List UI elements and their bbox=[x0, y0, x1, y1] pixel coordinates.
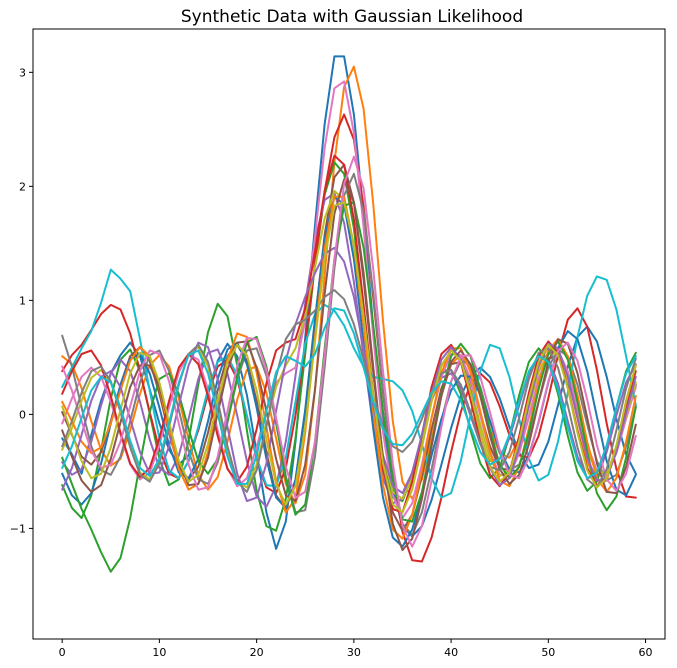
series-line-19 bbox=[61, 201, 637, 514]
y-tick-label: −1 bbox=[10, 522, 26, 535]
series-line-1 bbox=[61, 55, 637, 550]
series-line-10 bbox=[61, 268, 637, 499]
series-line-20 bbox=[61, 307, 637, 485]
series-line-14 bbox=[61, 154, 637, 514]
series-line-7 bbox=[61, 80, 637, 520]
series-line-18 bbox=[61, 289, 637, 493]
y-axis: −1 0 1 2 3 bbox=[10, 66, 33, 535]
y-tick-label: 3 bbox=[19, 66, 26, 79]
series-layer bbox=[61, 55, 637, 573]
x-tick-label: 40 bbox=[444, 646, 458, 659]
x-tick-label: 10 bbox=[152, 646, 166, 659]
y-tick-label: 1 bbox=[19, 294, 26, 307]
series-line-15 bbox=[61, 246, 637, 502]
y-tick-label: 2 bbox=[19, 180, 26, 193]
x-tick-label: 50 bbox=[541, 646, 555, 659]
x-axis: 0 10 20 30 40 50 60 bbox=[59, 639, 653, 659]
series-line-16 bbox=[61, 178, 637, 552]
chart-title: Synthetic Data with Gaussian Likelihood bbox=[181, 7, 523, 27]
series-line-17 bbox=[61, 155, 637, 548]
y-tick-label: 0 bbox=[19, 408, 26, 421]
x-tick-label: 20 bbox=[250, 646, 264, 659]
x-tick-label: 0 bbox=[59, 646, 66, 659]
x-tick-label: 30 bbox=[347, 646, 361, 659]
x-tick-label: 60 bbox=[639, 646, 653, 659]
plot-area-frame bbox=[32, 28, 666, 640]
